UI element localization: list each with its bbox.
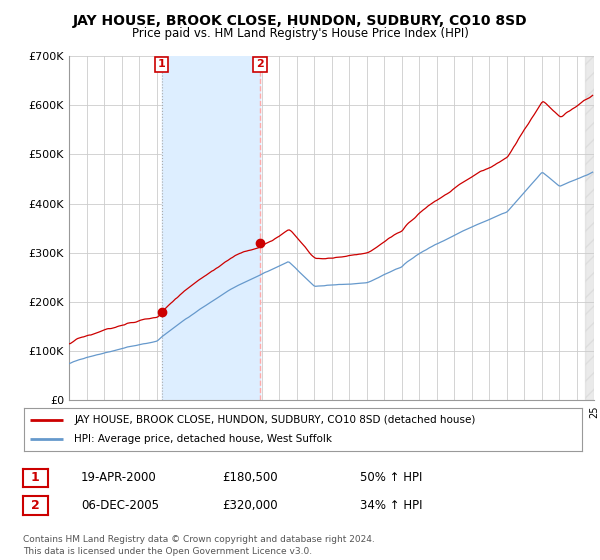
Bar xyxy=(161,56,260,400)
Text: 1: 1 xyxy=(31,472,40,484)
Text: 50% ↑ HPI: 50% ↑ HPI xyxy=(360,471,422,484)
Text: Contains HM Land Registry data © Crown copyright and database right 2024.
This d: Contains HM Land Registry data © Crown c… xyxy=(23,535,374,556)
Text: £320,000: £320,000 xyxy=(222,498,278,512)
Bar xyxy=(585,56,594,400)
Text: 34% ↑ HPI: 34% ↑ HPI xyxy=(360,498,422,512)
Text: 1: 1 xyxy=(158,59,166,69)
Text: HPI: Average price, detached house, West Suffolk: HPI: Average price, detached house, West… xyxy=(74,435,332,444)
Text: £180,500: £180,500 xyxy=(222,471,278,484)
Text: JAY HOUSE, BROOK CLOSE, HUNDON, SUDBURY, CO10 8SD: JAY HOUSE, BROOK CLOSE, HUNDON, SUDBURY,… xyxy=(73,14,527,28)
Text: 2: 2 xyxy=(31,499,40,512)
Text: 06-DEC-2005: 06-DEC-2005 xyxy=(81,498,159,512)
Text: 2: 2 xyxy=(256,59,264,69)
Text: Price paid vs. HM Land Registry's House Price Index (HPI): Price paid vs. HM Land Registry's House … xyxy=(131,27,469,40)
Text: JAY HOUSE, BROOK CLOSE, HUNDON, SUDBURY, CO10 8SD (detached house): JAY HOUSE, BROOK CLOSE, HUNDON, SUDBURY,… xyxy=(74,415,476,424)
Text: 19-APR-2000: 19-APR-2000 xyxy=(81,471,157,484)
